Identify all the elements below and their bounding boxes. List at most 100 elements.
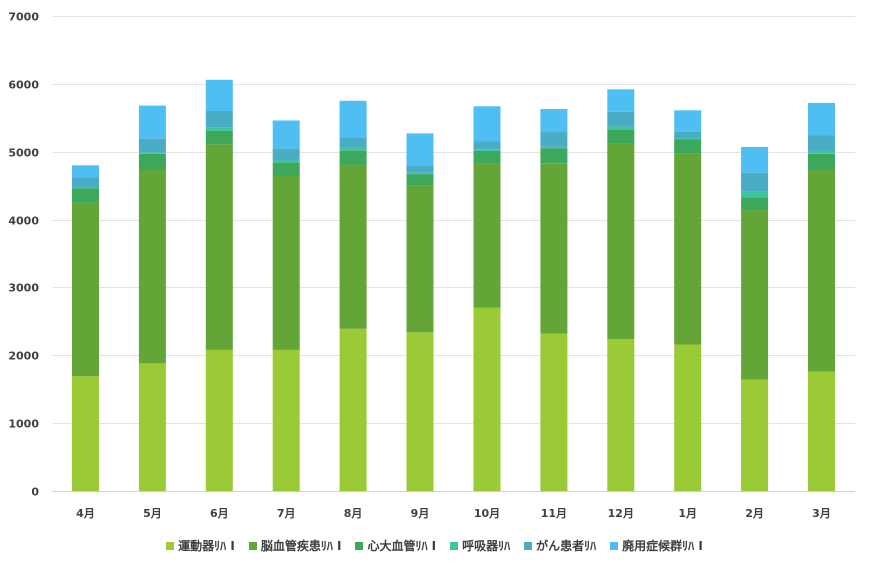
bar-segment <box>138 152 166 154</box>
y-tick-label: 6000 <box>8 79 39 92</box>
legend-item: 運動器ﾘﾊ Ⅰ <box>166 537 235 554</box>
bar-segment <box>339 150 367 165</box>
bar-segment <box>272 162 300 176</box>
bar-segment <box>339 137 367 148</box>
bar-segment <box>473 307 501 491</box>
bar-segment <box>741 172 769 192</box>
bar-segment <box>339 328 367 491</box>
x-tick-label: 8月 <box>344 507 363 520</box>
x-tick-label: 6月 <box>210 507 229 520</box>
bar-segment <box>540 148 568 164</box>
bar-segment <box>607 339 635 491</box>
bar-segment <box>741 379 769 491</box>
y-tick-label: 2000 <box>8 350 39 363</box>
bar-segment <box>406 332 434 491</box>
bar-segment <box>674 138 702 140</box>
bar-segment <box>339 164 367 329</box>
legend-item: 脳血管疾患ﾘﾊ Ⅰ <box>248 537 342 554</box>
bar-segment <box>473 141 501 150</box>
bar-segment <box>72 202 99 377</box>
bar-segment <box>607 143 635 339</box>
bar-segment <box>540 163 568 334</box>
x-tick-label: 2月 <box>745 507 764 520</box>
x-tick-label: 3月 <box>812 507 831 520</box>
x-tick-label: 5月 <box>143 507 162 520</box>
y-tick-label: 7000 <box>8 11 39 24</box>
x-tick-label: 9月 <box>411 507 430 520</box>
legend-label: 脳血管疾患ﾘﾊ Ⅰ <box>260 539 342 553</box>
bar-segment <box>205 79 233 111</box>
legend-swatch <box>610 541 619 550</box>
bar-segment <box>741 191 769 198</box>
legend-label: 廃用症候群ﾘﾊ Ⅰ <box>622 539 703 553</box>
bar-segment <box>808 153 835 171</box>
x-tick-label: 10月 <box>474 507 500 520</box>
bar-segment <box>808 102 835 136</box>
bar-segment <box>741 197 769 211</box>
bar-segment <box>272 349 300 491</box>
legend-swatch <box>166 541 175 550</box>
bars <box>72 79 835 491</box>
bar-segment <box>607 111 635 127</box>
bar-segment <box>72 187 99 189</box>
bar-segment <box>72 376 99 491</box>
bar-segment <box>540 109 568 133</box>
legend-swatch <box>524 541 533 550</box>
bar-segment <box>473 163 501 308</box>
y-axis-ticks: 0 1000 2000 3000 4000 5000 6000 7000 <box>8 11 39 499</box>
x-tick-label: 7月 <box>277 507 296 520</box>
bar-segment <box>138 170 166 364</box>
legend-swatch <box>450 541 459 550</box>
bar-segment <box>138 153 166 171</box>
x-tick-label: 12月 <box>608 507 634 520</box>
bar-segment <box>205 127 233 131</box>
bar-segment <box>674 153 702 345</box>
bar-segment <box>808 371 835 491</box>
bar-segment <box>272 160 300 163</box>
bar-segment <box>808 170 835 372</box>
bar-segment <box>406 174 434 186</box>
bar-segment <box>741 210 769 380</box>
bar-segment <box>72 177 99 187</box>
x-axis-ticks: 4月 5月 6月 7月 8月 9月 10月 11月 12月 1月 2月 3月 <box>76 507 831 520</box>
bar-segment <box>808 135 835 151</box>
bar-segment <box>205 349 233 491</box>
bar-segment <box>540 333 568 491</box>
bar-segment <box>607 126 635 130</box>
bar-segment <box>339 100 367 138</box>
legend-swatch <box>355 541 364 550</box>
bar-segment <box>272 148 300 161</box>
legend-item: 廃用症候群ﾘﾊ Ⅰ <box>610 537 703 554</box>
bar-segment <box>205 144 233 350</box>
gridlines <box>52 16 855 492</box>
bar-segment <box>272 175 300 350</box>
bar-segment <box>72 165 99 178</box>
bar-segment <box>473 149 501 152</box>
bar-segment <box>406 133 434 166</box>
y-tick-label: 1000 <box>8 418 39 431</box>
bar-segment <box>272 120 300 149</box>
bar-segment <box>674 344 702 491</box>
bar-segment <box>473 106 501 142</box>
legend-label: 心大血管ﾘﾊ Ⅰ <box>367 539 437 553</box>
chart-plot: 0 1000 2000 3000 4000 5000 6000 7000 4月 5月 6月 7月 8月… <box>8 11 855 520</box>
bar-segment <box>406 172 434 175</box>
y-tick-label: 5000 <box>8 147 39 160</box>
bar-segment <box>406 166 434 173</box>
bar-segment <box>339 147 367 151</box>
legend-label: がん患者ﾘﾊ <box>536 539 597 553</box>
legend-item: 呼吸器ﾘﾊ <box>450 537 510 554</box>
legend-label: 呼吸器ﾘﾊ <box>462 539 511 553</box>
bar-segment <box>607 130 635 144</box>
bar-segment <box>138 363 166 491</box>
legend-item: がん患者ﾘﾊ <box>524 537 596 554</box>
bar-segment <box>72 188 99 203</box>
y-tick-label: 3000 <box>8 282 39 295</box>
bar-segment <box>205 111 233 128</box>
bar-segment <box>741 147 769 173</box>
bar-segment <box>674 139 702 154</box>
legend: 運動器ﾘﾊ Ⅰ 脳血管疾患ﾘﾊ Ⅰ 心大血管ﾘﾊ Ⅰ 呼吸器ﾘﾊ がん患者ﾘﾊ 廃用症候群… <box>0 537 869 554</box>
bar-segment <box>473 151 501 164</box>
x-tick-label: 4月 <box>76 507 95 520</box>
